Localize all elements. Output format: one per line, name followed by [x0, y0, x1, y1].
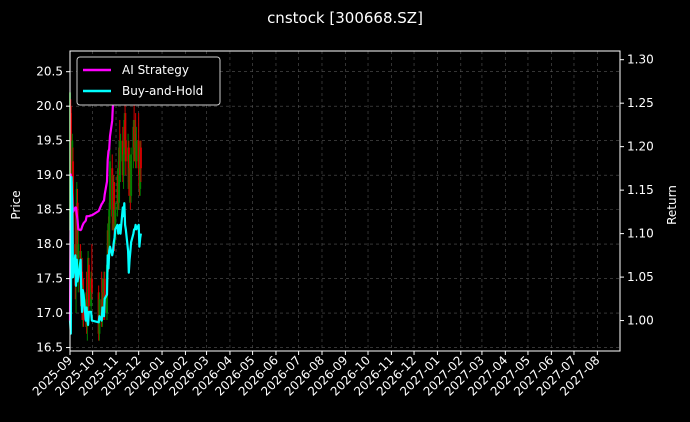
- candle-body: [108, 209, 111, 258]
- y-right-tick-label: 1.20: [627, 140, 654, 154]
- candle-body: [87, 264, 90, 307]
- y-left-tick-label: 19.5: [36, 134, 63, 148]
- candle-body: [139, 147, 142, 169]
- candle-body: [122, 154, 125, 176]
- legend-label-buy-and-hold: Buy-and-Hold: [122, 84, 203, 98]
- return-lines: [68, 92, 142, 335]
- candle-body: [130, 154, 133, 196]
- line-ai-strategy: [68, 92, 116, 321]
- candle-body: [108, 161, 111, 210]
- y-left-tick-label: 20.0: [36, 99, 63, 113]
- candle-body: [82, 299, 85, 320]
- y-left-tick-label: 17.0: [36, 306, 63, 320]
- legend-frame: [76, 56, 221, 106]
- y-left-tick-label: 16.5: [36, 341, 63, 355]
- y-right-tick-label: 1.10: [627, 227, 654, 241]
- candle-body: [112, 182, 115, 210]
- y-axis-right-label: Return: [665, 185, 679, 225]
- candle-body: [69, 106, 72, 176]
- legend-label-ai-strategy: AI Strategy: [122, 63, 189, 77]
- candle-body: [135, 140, 138, 162]
- y-left-tick-label: 18.0: [36, 237, 63, 251]
- line-buy-and-hold: [68, 176, 142, 335]
- chart-title: cnstock [300668.SZ]: [267, 9, 423, 27]
- y-left-tick-label: 17.5: [36, 272, 63, 286]
- candle-body: [114, 209, 117, 238]
- y-axis-left-label: Price: [9, 190, 23, 219]
- legend: AI Strategy Buy-and-Hold: [76, 56, 221, 106]
- candle-body: [137, 140, 140, 169]
- candle-body: [77, 244, 80, 258]
- candle-body: [76, 202, 79, 258]
- candle-body: [101, 292, 104, 320]
- y-right-tick-label: 1.05: [627, 270, 654, 284]
- y-right-tick-label: 1.00: [627, 314, 654, 328]
- y-left-tick-label: 20.5: [36, 65, 63, 79]
- y-right-tick-label: 1.30: [627, 53, 654, 67]
- candle-body: [124, 119, 127, 141]
- y-right-tick-label: 1.15: [627, 183, 654, 197]
- candle-body: [119, 140, 122, 162]
- candle-body: [127, 147, 130, 183]
- y-left-tick-label: 18.5: [36, 203, 63, 217]
- y-right-tick-label: 1.25: [627, 96, 654, 110]
- candle-body: [90, 278, 93, 307]
- candle-body: [90, 278, 93, 293]
- candle-body: [103, 278, 106, 314]
- candle-body: [124, 140, 127, 162]
- y-left-tick-label: 19.0: [36, 168, 63, 182]
- candle-body: [118, 147, 121, 203]
